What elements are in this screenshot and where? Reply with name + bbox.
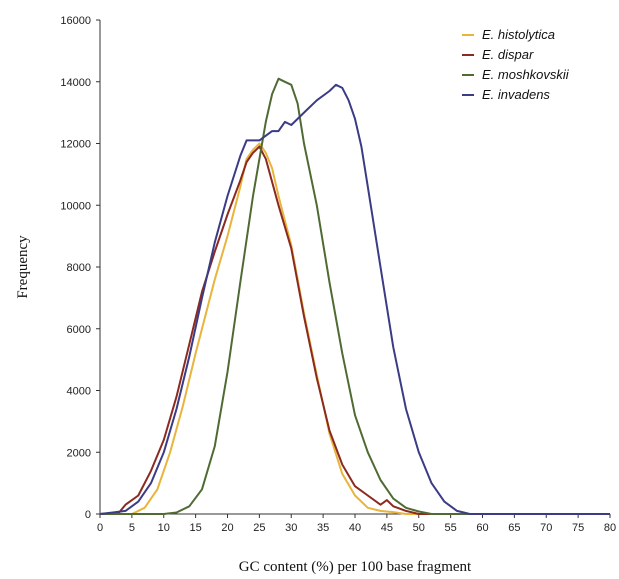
x-tick-label: 0	[97, 522, 103, 534]
x-tick-label: 20	[221, 522, 233, 534]
y-tick-label: 10000	[60, 200, 91, 212]
x-tick-label: 10	[158, 522, 170, 534]
x-axis-title: GC content (%) per 100 base fragment	[239, 559, 472, 575]
y-tick-label: 0	[85, 509, 91, 521]
y-tick-label: 4000	[67, 386, 91, 398]
y-axis-ticks: 0 2000 4000 6000 8000 10000 12000 14000 16000	[60, 15, 100, 521]
x-tick-label: 55	[445, 522, 457, 534]
legend-label: E. invadens	[482, 87, 550, 102]
x-tick-label: 5	[129, 522, 135, 534]
y-axis-title: Frequency	[15, 235, 31, 299]
legend-label: E. histolytica	[482, 27, 555, 42]
series-line	[99, 145, 610, 515]
x-tick-label: 30	[285, 522, 297, 534]
x-tick-label: 60	[476, 522, 488, 534]
legend-label: E. moshkovskii	[482, 67, 570, 82]
x-tick-label: 15	[190, 522, 202, 534]
series-line	[99, 83, 610, 515]
series-line	[100, 142, 610, 515]
y-tick-label: 14000	[60, 77, 91, 89]
y-tick-label: 2000	[67, 447, 91, 459]
series-lines	[99, 77, 610, 515]
y-tick-label: 12000	[60, 139, 91, 151]
x-tick-label: 70	[540, 522, 552, 534]
legend-label: E. dispar	[482, 47, 534, 62]
x-tick-label: 65	[508, 522, 520, 534]
x-tick-label: 25	[253, 522, 265, 534]
x-tick-label: 40	[349, 522, 361, 534]
legend: E. histolytica E. dispar E. moshkovskii E. …	[462, 27, 570, 102]
x-tick-label: 45	[381, 522, 393, 534]
series-line	[100, 77, 610, 515]
x-tick-label: 35	[317, 522, 329, 534]
x-tick-label: 75	[572, 522, 584, 534]
y-tick-label: 16000	[60, 15, 91, 27]
x-tick-label: 50	[413, 522, 425, 534]
y-tick-label: 6000	[67, 324, 91, 336]
y-tick-label: 8000	[67, 262, 91, 274]
x-axis-ticks: 0 5 10 15 20 25 30 35 40 45 50 55 60 65 70 75 80	[97, 514, 616, 534]
x-tick-label: 80	[604, 522, 616, 534]
